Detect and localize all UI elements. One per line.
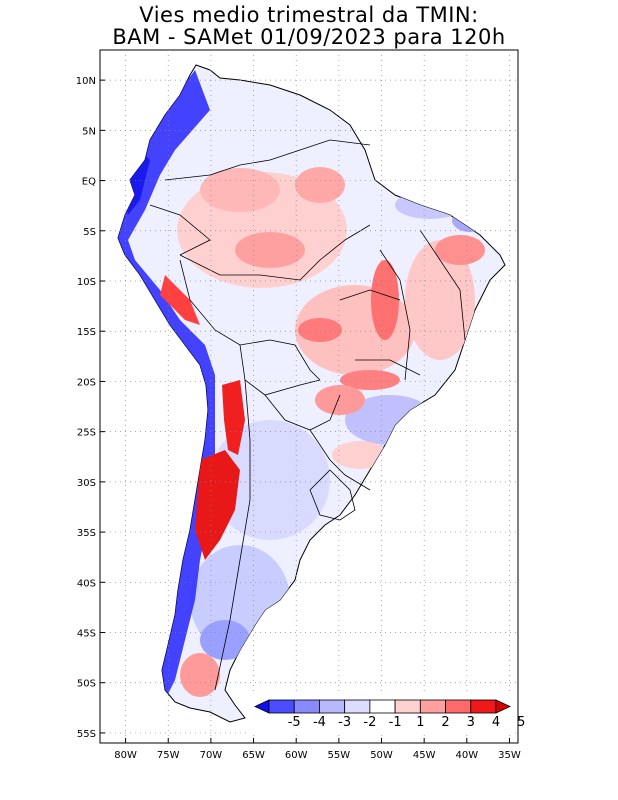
lon-tick-label: 70W <box>200 750 223 761</box>
lat-tick-label: 10S <box>77 277 96 288</box>
lon-tick-label: 65W <box>242 750 265 761</box>
colorbar-label: -4 <box>313 715 326 730</box>
lon-tick-label: 45W <box>413 750 436 761</box>
atacama-warm <box>222 380 245 455</box>
map-title-line1: Vies medio trimestral da TMIN: <box>139 3 479 27</box>
lat-tick-label: 20S <box>77 377 96 388</box>
lat-tick-label: 5S <box>83 227 96 238</box>
border-peru-bolivia <box>179 259 321 381</box>
minas-warm-core <box>340 370 400 390</box>
lat-tick-label: 55S <box>77 729 96 740</box>
map-frame <box>99 49 519 744</box>
colorbar-label: -1 <box>389 715 402 730</box>
colorbar: -5 -4 -3 -2 -1 1 2 3 4 5 <box>250 695 525 735</box>
colorbar-segment <box>445 699 472 714</box>
axis-ticks: 10N 5N EQ 5S 10S 15S 20S 25S 30S 35S 40S 45S 50S 55S 8… <box>76 76 521 761</box>
colorbar-label: -5 <box>288 715 301 730</box>
lat-tick-label: 25S <box>77 428 96 439</box>
lat-tick-label: 50S <box>77 679 96 690</box>
border-state-1 <box>379 249 411 381</box>
central-chile-warm <box>195 450 240 560</box>
colorbar-segment <box>470 699 497 714</box>
argentina-cold <box>210 420 330 540</box>
lat-tick-label: 35S <box>77 528 96 539</box>
colorbar-label: 1 <box>416 715 424 730</box>
south-patagonia-warm <box>180 653 220 697</box>
central-amazon-warm <box>235 232 305 268</box>
border-uruguay <box>309 469 356 521</box>
lon-tick-label: 55W <box>328 750 351 761</box>
lon-tick-label: 35W <box>498 750 521 761</box>
lon-tick-label: 75W <box>157 750 180 761</box>
lat-tick-label: 45S <box>77 629 96 640</box>
central-brazil-warm-core <box>298 318 342 342</box>
patagonia-cold-core <box>200 620 250 660</box>
colorbar-max-arrow <box>495 699 511 714</box>
border-chile-argentina <box>214 379 251 691</box>
border-state-2 <box>419 229 466 341</box>
border-argentina-brazil <box>309 429 371 491</box>
bahia-warm-core <box>371 260 399 340</box>
colorbar-label: -3 <box>338 715 351 730</box>
border-ecuador-colombia <box>149 204 211 256</box>
andes-cold-bias <box>118 70 215 710</box>
border-brazil-north <box>179 224 371 281</box>
colorbar-label: -2 <box>363 715 376 730</box>
border-state-3 <box>339 289 401 301</box>
lat-tick-label: 10N <box>76 76 96 87</box>
lat-tick-label: 30S <box>77 478 96 489</box>
border-northern <box>164 139 371 181</box>
colorbar-segment <box>369 699 396 714</box>
colorbar-segment <box>394 699 421 714</box>
amazon-warm-core <box>200 168 280 212</box>
colorbar-label: 4 <box>492 715 500 730</box>
guiana-warm-core <box>295 167 345 203</box>
ceara-cold <box>452 208 488 232</box>
northeast-warm-core <box>435 235 485 265</box>
map-title-line2: BAM - SAMet 01/09/2023 para 120h <box>112 25 506 49</box>
lat-tick-label: 15S <box>77 327 96 338</box>
colorbar-segment <box>268 699 295 714</box>
lat-tick-label: 5N <box>82 126 96 137</box>
lon-tick-label: 80W <box>114 750 137 761</box>
lon-tick-label: 50W <box>370 750 393 761</box>
colorbar-segment <box>419 699 446 714</box>
colorbar-label: 3 <box>467 715 475 730</box>
border-state-4 <box>355 359 421 376</box>
colorbar-segment <box>293 699 320 714</box>
parana-warm <box>332 441 388 469</box>
colorbar-segment <box>319 699 346 714</box>
northeast-warm <box>405 240 475 360</box>
colorbar-label: 5 <box>517 715 525 730</box>
lon-tick-label: 40W <box>456 750 479 761</box>
colorbar-segment <box>344 699 371 714</box>
lon-tick-label: 60W <box>285 750 308 761</box>
lat-tick-label: 40S <box>77 578 96 589</box>
lat-tick-label: EQ <box>82 177 96 188</box>
north-coast-cold <box>395 191 465 219</box>
pantanal-warm <box>315 385 365 415</box>
peru-warm-streak <box>160 275 200 325</box>
colorbar-label: 2 <box>441 715 449 730</box>
graticule <box>100 50 518 743</box>
country-borders <box>149 139 466 691</box>
